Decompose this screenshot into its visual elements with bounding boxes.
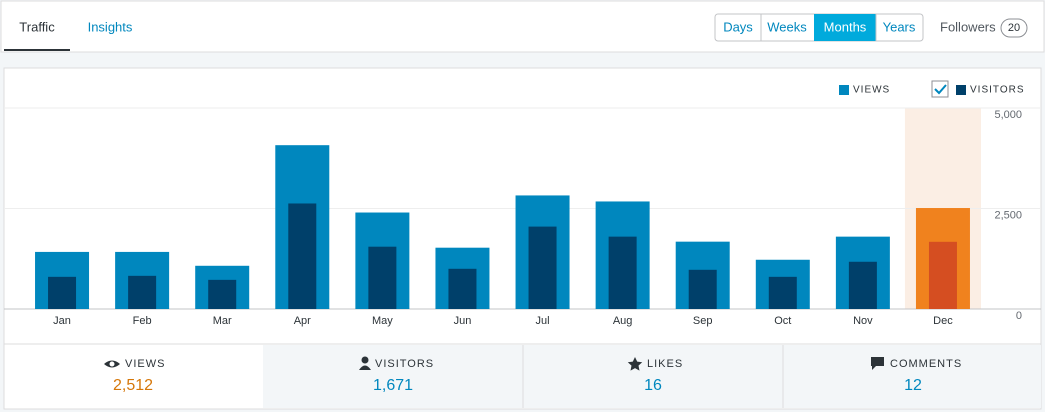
summary-value: 12 xyxy=(904,377,922,394)
x-tick-label: Oct xyxy=(774,315,791,327)
bar xyxy=(448,268,477,309)
person-icon xyxy=(361,356,369,364)
summary-label: LIKES xyxy=(647,358,683,370)
period-button[interactable]: Days xyxy=(723,19,753,34)
x-tick-label: Nov xyxy=(853,315,873,327)
bar xyxy=(608,236,637,309)
y-tick-label: 2,500 xyxy=(994,209,1022,221)
x-tick-label: Jun xyxy=(454,315,472,327)
summary-label: VIEWS xyxy=(125,358,165,370)
summary-label: VISITORS xyxy=(375,358,434,370)
followers-count: 20 xyxy=(1008,22,1020,34)
bar xyxy=(928,241,957,309)
legend-swatch xyxy=(956,85,966,95)
x-tick-label: Mar xyxy=(213,315,232,327)
tab[interactable]: Traffic xyxy=(19,19,55,34)
bar xyxy=(208,279,237,309)
period-button[interactable]: Months xyxy=(824,19,867,34)
tab[interactable]: Insights xyxy=(88,19,133,34)
x-tick-label: Aug xyxy=(613,315,633,327)
x-tick-label: Sep xyxy=(693,315,713,327)
bar xyxy=(288,203,317,309)
summary-bg xyxy=(263,345,1041,408)
y-tick-label: 5,000 xyxy=(994,109,1022,121)
period-button[interactable]: Years xyxy=(883,19,916,34)
summary-value: 2,512 xyxy=(113,377,153,394)
summary-value: 1,671 xyxy=(373,377,413,394)
period-button[interactable]: Weeks xyxy=(767,19,807,34)
comment-icon xyxy=(871,357,884,370)
eye-pupil xyxy=(109,361,115,367)
bar xyxy=(128,275,157,309)
x-tick-label: Jan xyxy=(53,315,71,327)
bar xyxy=(768,276,797,309)
x-tick-label: Dec xyxy=(933,315,953,327)
bar xyxy=(848,261,877,309)
person-icon xyxy=(359,365,371,370)
check-mark xyxy=(934,84,947,95)
bar xyxy=(528,226,557,309)
plot: 0 2,500 5,000 Jan Feb Mar Apr May Jun Jul Aug Sep Oc… xyxy=(4,107,1041,327)
x-tick-label: May xyxy=(372,315,393,327)
y-tick-label: 0 xyxy=(1016,310,1022,322)
bar xyxy=(368,246,397,309)
legend-label: VISITORS xyxy=(970,85,1025,96)
bar xyxy=(688,269,717,309)
followers-label[interactable]: Followers xyxy=(940,19,996,34)
x-tick-label: Apr xyxy=(294,315,311,327)
star-icon xyxy=(627,357,643,371)
legend-checkbox[interactable] xyxy=(931,80,949,98)
legend: VIEWS VISITORS xyxy=(839,80,1025,98)
summary-value: 16 xyxy=(644,377,662,394)
followers-badge xyxy=(1000,18,1028,38)
legend-swatch xyxy=(839,85,849,95)
period-active xyxy=(814,14,876,41)
x-tick-label: Feb xyxy=(133,315,152,327)
legend-label: VIEWS xyxy=(853,85,890,96)
summary-label: COMMENTS xyxy=(890,358,962,370)
bar xyxy=(48,276,77,309)
x-tick-label: Jul xyxy=(536,315,550,327)
